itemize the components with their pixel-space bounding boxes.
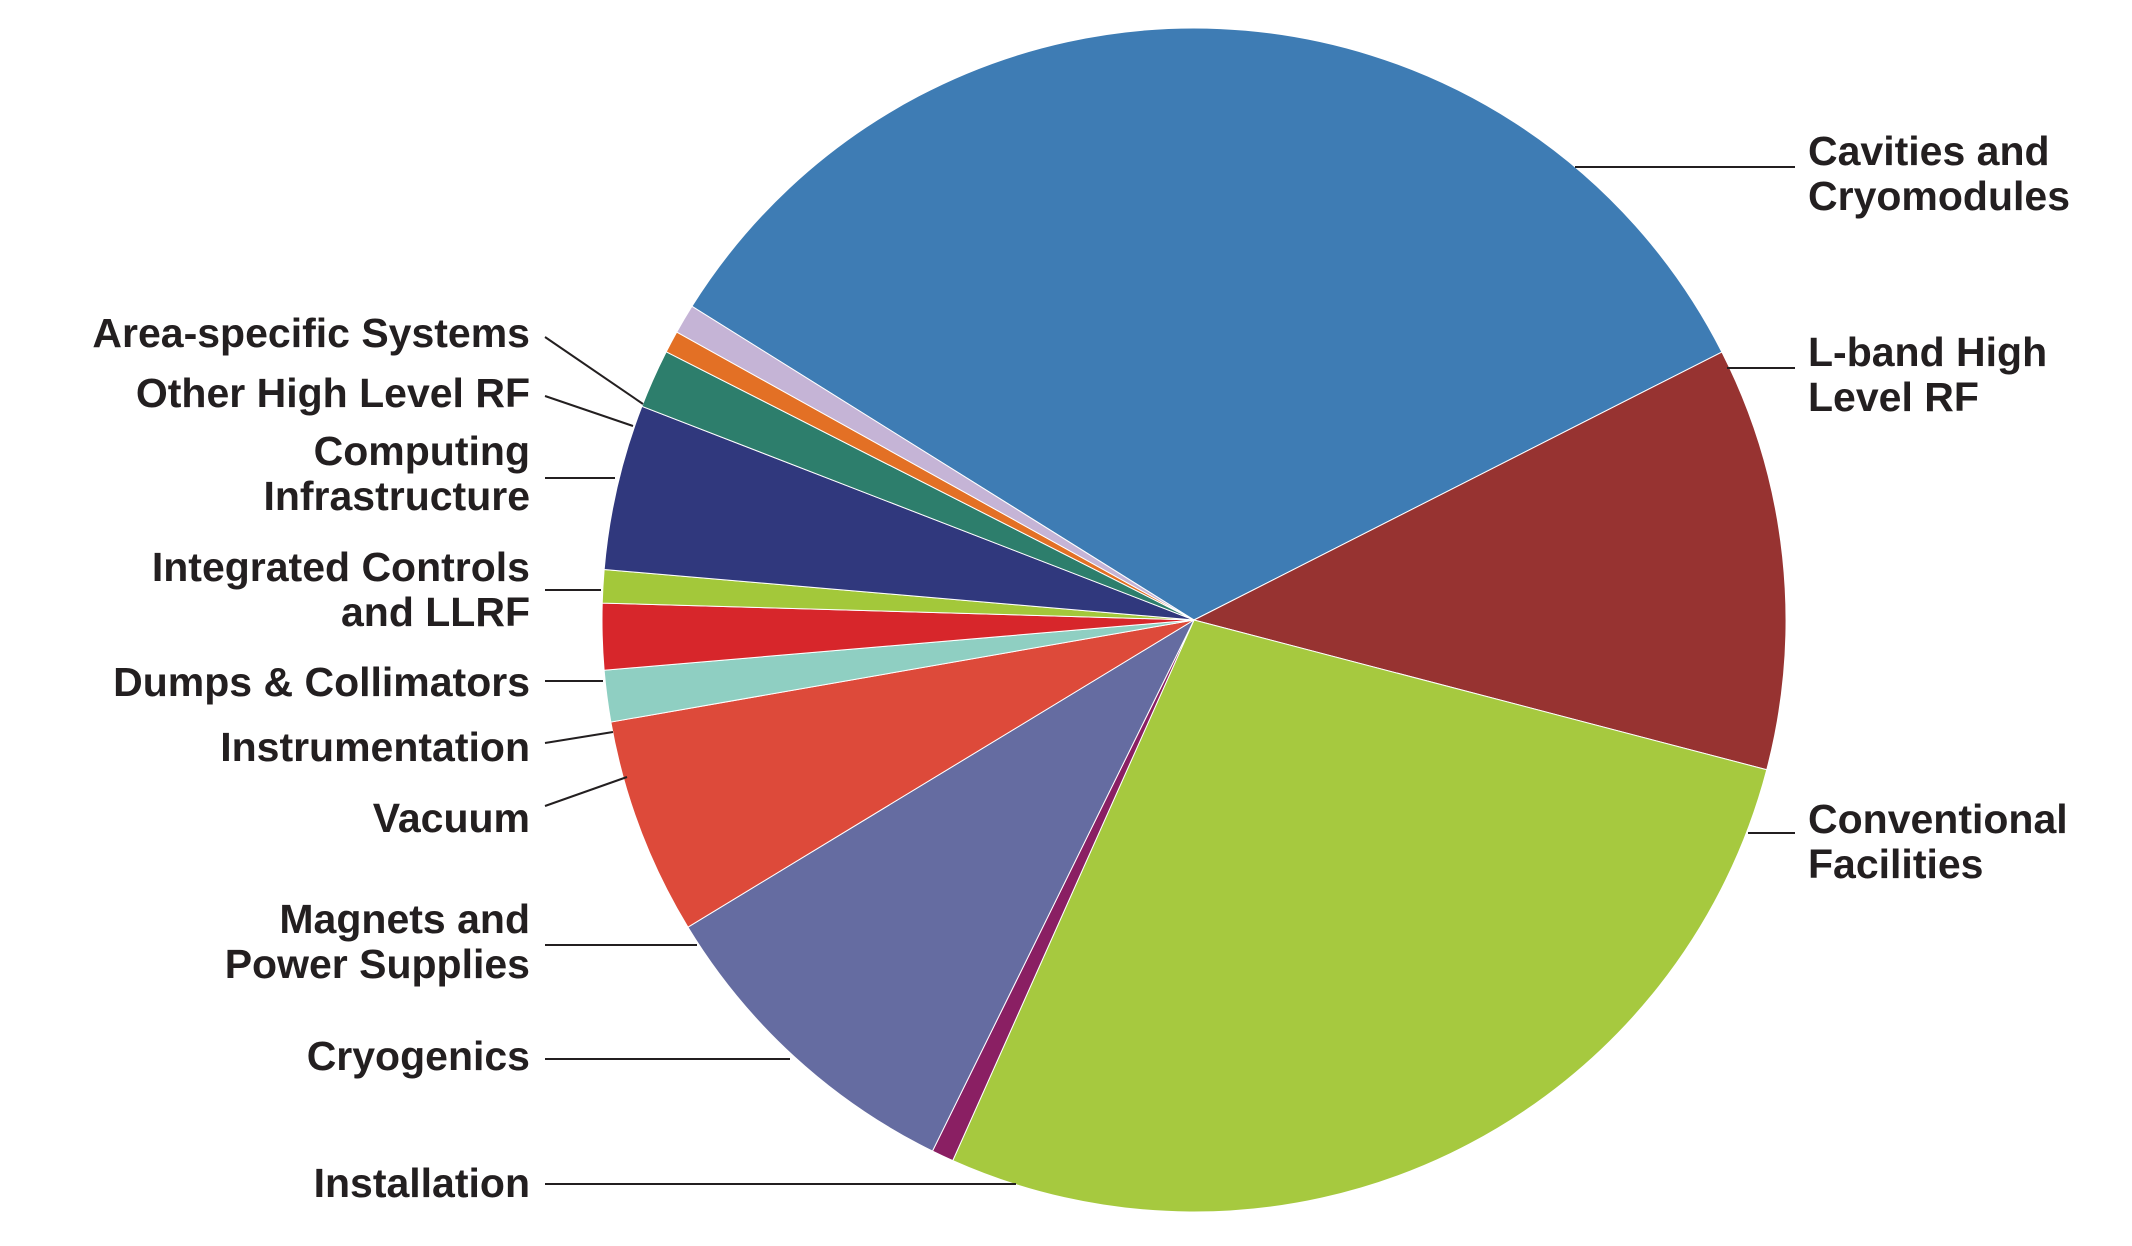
leader-line-area-specific-systems	[544, 336, 644, 405]
pie-slice-cavities-and-cryomodules	[691, 27, 1723, 621]
slice-label-line: Cryogenics	[307, 1033, 530, 1079]
slice-label-line: Installation	[314, 1160, 530, 1206]
slice-label-line: Power Supplies	[225, 941, 530, 987]
slice-label-conventional-facilities: Conventional Facilities	[1808, 796, 2068, 887]
slice-label-area-specific-systems: Area-specific Systems	[92, 310, 530, 356]
slice-label-line: Computing	[314, 428, 530, 474]
slice-label-line: Cryomodules	[1808, 173, 2070, 219]
slice-label-line: Integrated Controls	[152, 544, 530, 590]
pie-slice-area-specific-systems	[676, 305, 1195, 621]
slice-label-line: Dumps & Collimators	[113, 659, 530, 705]
slice-label-dumps-collimators: Dumps & Collimators	[113, 659, 530, 705]
leader-line-instrumentation	[544, 731, 614, 744]
slice-label-other-high-level-rf: Other High Level RF	[136, 370, 530, 416]
slice-label-line: L-band High	[1808, 329, 2047, 375]
slice-label-cryogenics: Cryogenics	[307, 1033, 530, 1079]
slice-label-installation: Installation	[314, 1160, 530, 1206]
slice-label-line: Level RF	[1808, 374, 1979, 420]
pie-slice-integrated-controls-and-llrf	[603, 405, 1195, 621]
slice-labels: Cavities and Cryomodules L-band High Level …	[92, 128, 2070, 1206]
leader-line-other-high-level-rf	[544, 395, 634, 427]
leader-lines	[544, 166, 1795, 1185]
pie-slice-cryogenics	[687, 618, 1196, 1152]
pie-slice-conventional-facilities	[952, 619, 1768, 1213]
slice-label-l-band-high-level-rf: L-band High Level RF	[1808, 329, 2047, 420]
slice-label-integrated-controls-and-llrf: Integrated Controls and LLRF	[152, 544, 530, 635]
leader-line-vacuum	[544, 776, 628, 807]
slice-label-line: Infrastructure	[263, 473, 530, 519]
slice-label-cavities-and-cryomodules: Cavities and Cryomodules	[1808, 128, 2070, 219]
pie-slices	[601, 27, 1787, 1213]
slice-label-instrumentation: Instrumentation	[220, 724, 530, 770]
slice-label-line: Other High Level RF	[136, 370, 530, 416]
slice-label-line: Area-specific Systems	[92, 310, 530, 356]
pie-slice-l-band-high-level-rf	[1192, 351, 1787, 771]
slice-label-line: Vacuum	[373, 795, 530, 841]
slice-label-vacuum: Vacuum	[373, 795, 530, 841]
slice-label-line: Cavities and	[1808, 128, 2050, 174]
slice-label-computing-infrastructure: Computing Infrastructure	[263, 428, 530, 519]
slice-label-line: Conventional	[1808, 796, 2068, 842]
slice-label-line: Instrumentation	[220, 724, 530, 770]
slice-label-line: Magnets and	[279, 896, 530, 942]
slice-label-line: and LLRF	[341, 589, 530, 635]
slice-label-line: Facilities	[1808, 841, 1983, 887]
slice-label-magnets-and-power-supplies: Magnets and Power Supplies	[225, 896, 530, 987]
